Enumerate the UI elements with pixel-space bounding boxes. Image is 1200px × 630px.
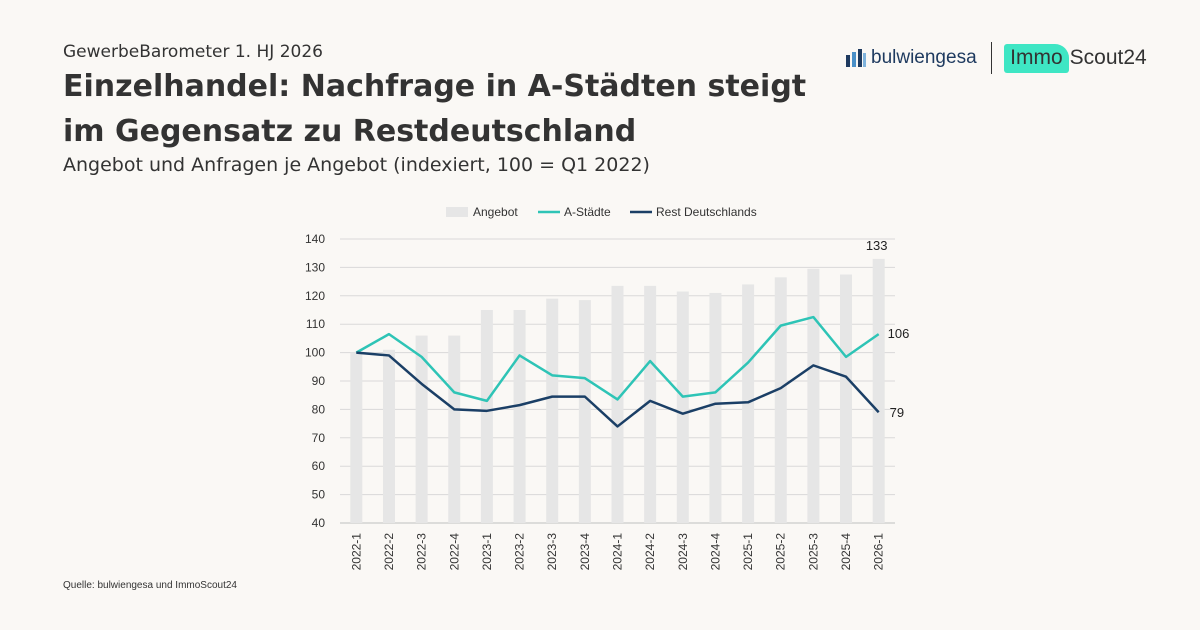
y-tick-label: 80 xyxy=(312,402,326,416)
y-tick-label: 90 xyxy=(312,374,326,388)
logo-group: bulwiengesa Immo Scout24 xyxy=(845,40,1147,76)
bar-angebot-2025-1 xyxy=(742,284,755,523)
legend-label-angebot: Angebot xyxy=(473,205,518,219)
x-tick-label: 2023-4 xyxy=(578,533,592,571)
x-tick-label: 2024-3 xyxy=(676,533,690,571)
bar-angebot-2023-1 xyxy=(480,310,493,523)
bulwiengesa-mark-icon xyxy=(846,49,866,67)
subtitle: Angebot und Anfragen je Angebot (indexie… xyxy=(63,154,650,176)
x-tick-label: 2024-1 xyxy=(611,533,625,571)
y-tick-label: 130 xyxy=(305,260,325,274)
x-tick-label: 2025-1 xyxy=(741,533,755,571)
y-tick-label: 140 xyxy=(305,232,325,246)
y-tick-label: 120 xyxy=(305,289,325,303)
x-tick-label: 2022-4 xyxy=(447,533,461,571)
legend-swatch-angebot xyxy=(446,207,468,217)
legend-label-a-staedte: A-Städte xyxy=(564,205,611,219)
bar-series xyxy=(350,258,885,523)
bar-angebot-2022-4 xyxy=(448,335,461,523)
x-tick-label: 2024-4 xyxy=(708,533,722,571)
bar-angebot-2024-1 xyxy=(611,285,624,523)
bar-angebot-2023-2 xyxy=(513,310,526,523)
x-tick-label: 2023-3 xyxy=(545,533,559,571)
x-tick-label: 2024-2 xyxy=(643,533,657,571)
kicker: GewerbeBarometer 1. HJ 2026 xyxy=(63,42,323,62)
bulwiengesa-logo: bulwiengesa xyxy=(845,47,977,69)
title-line-1: Einzelhandel: Nachfrage in A-Städten ste… xyxy=(63,69,807,104)
bulwiengesa-wordmark: bulwiengesa xyxy=(871,47,977,68)
bar-angebot-2023-4 xyxy=(578,300,591,523)
x-tick-label: 2022-2 xyxy=(382,533,396,571)
x-tick-label: 2026-1 xyxy=(872,533,886,571)
x-tick-label: 2023-1 xyxy=(480,533,494,571)
data-label-rest-last: 79 xyxy=(890,405,904,420)
x-axis: 2022-1 2022-2 2022-3 2022-4 2023-1 2023-2 2023… xyxy=(349,533,885,571)
y-tick-label: 60 xyxy=(312,459,326,473)
data-label-a-staedte-last: 106 xyxy=(888,326,910,341)
source-note: Quelle: bulwiengesa und ImmoScout24 xyxy=(63,580,237,591)
x-tick-label: 2023-2 xyxy=(513,533,527,571)
x-tick-label: 2025-4 xyxy=(839,533,853,571)
bar-angebot-2024-3 xyxy=(676,291,689,523)
bar-angebot-2022-3 xyxy=(415,335,428,523)
data-label-angebot-last: 133 xyxy=(866,238,888,253)
immoscout24-logo: Immo Scout24 xyxy=(1004,43,1147,73)
y-tick-label: 110 xyxy=(306,317,325,331)
x-tick-label: 2025-2 xyxy=(774,533,788,571)
line-series xyxy=(355,315,880,428)
x-tick-label: 2025-3 xyxy=(806,533,820,571)
y-axis: 40 50 60 70 80 90 100 110 120 130 140 xyxy=(305,232,325,530)
x-tick-label: 2022-1 xyxy=(349,533,363,571)
title-line-2: im Gegensatz zu Restdeutschland xyxy=(63,114,637,149)
bar-angebot-2022-2 xyxy=(382,349,395,523)
bar-angebot-2024-4 xyxy=(709,292,722,523)
y-tick-label: 40 xyxy=(312,516,326,530)
bar-angebot-2024-2 xyxy=(644,285,657,523)
bar-angebot-2025-4 xyxy=(840,274,853,523)
y-tick-label: 50 xyxy=(312,488,326,502)
bar-angebot-2025-3 xyxy=(807,268,820,523)
bar-angebot-2026-1 xyxy=(872,258,885,523)
x-tick-label: 2022-3 xyxy=(415,533,429,571)
bar-angebot-2022-1 xyxy=(350,352,363,523)
y-tick-label: 100 xyxy=(305,346,325,360)
chart-legend: Angebot A-Städte Rest Deutschlands xyxy=(446,205,757,219)
data-labels: 133 106 79 xyxy=(866,238,910,420)
y-tick-label: 70 xyxy=(312,431,326,445)
bar-angebot-2023-3 xyxy=(546,298,559,523)
bar-angebot-2025-2 xyxy=(774,277,787,523)
legend-label-rest: Rest Deutschlands xyxy=(656,205,757,219)
immo-wordmark: Immo xyxy=(1004,43,1069,73)
logo-divider xyxy=(990,42,993,74)
page-title: Einzelhandel: Nachfrage in A-Städten ste… xyxy=(63,64,823,154)
scout24-wordmark: Scout24 xyxy=(1069,46,1147,69)
